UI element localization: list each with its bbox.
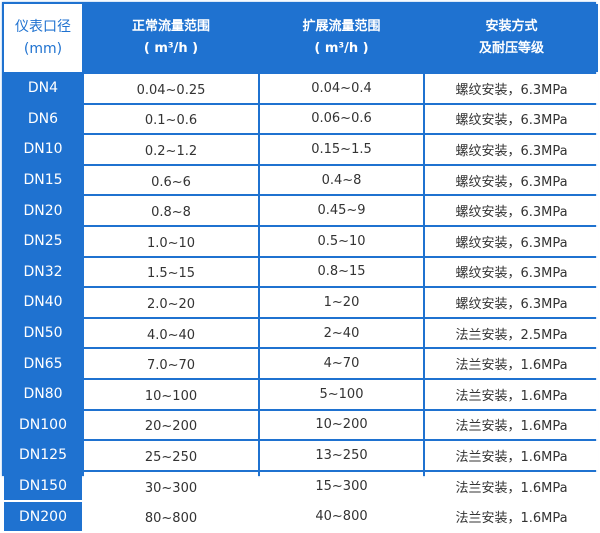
diameter-cell: DN40 <box>4 288 82 317</box>
diameter-cell: DN6 <box>4 104 82 134</box>
header-line: (mm) <box>23 41 63 57</box>
normal-flow-cell: 10~100 <box>84 379 258 409</box>
installation-cell: 法兰安装，1.6MPa <box>425 410 598 440</box>
installation-cell: 法兰安装，1.6MPa <box>425 349 598 378</box>
diameter-cell: DN20 <box>4 196 82 225</box>
diameter-cell: DN4 <box>4 74 82 103</box>
table-row: DN6 0.1~0.6 0.06~0.6 螺纹安装，6.3MPa <box>4 104 598 134</box>
diameter-cell: DN32 <box>4 257 82 287</box>
extended-flow-cell: 0.15~1.5 <box>260 135 423 164</box>
table-row: DN200 80~800 40~800 法兰安装，1.6MPa <box>4 502 598 531</box>
extended-flow-cell: 15~300 <box>260 471 423 501</box>
normal-flow-cell: 1.5~15 <box>84 257 258 287</box>
header-diameter: 仪表口径 (mm) <box>4 4 82 72</box>
installation-cell: 螺纹安装，6.3MPa <box>425 104 598 134</box>
extended-flow-cell: 13~250 <box>260 441 423 470</box>
header-line: 仪表口径 <box>15 19 71 35</box>
installation-cell: 法兰安装，1.6MPa <box>425 441 598 470</box>
diameter-cell: DN25 <box>4 226 82 256</box>
table-row: DN4 0.04~0.25 0.04~0.4 螺纹安装，6.3MPa <box>4 74 598 103</box>
header-line: ( m³/h ) <box>314 41 369 56</box>
normal-flow-cell: 0.04~0.25 <box>84 74 258 103</box>
header-line: ( m³/h ) <box>143 41 199 56</box>
extended-flow-cell: 0.8~15 <box>260 257 423 287</box>
installation-cell: 螺纹安装，6.3MPa <box>425 74 598 103</box>
table-row: DN40 2.0~20 1~20 螺纹安装，6.3MPa <box>4 288 598 317</box>
diameter-cell: DN150 <box>4 471 82 501</box>
extended-flow-cell: 0.45~9 <box>260 196 423 225</box>
normal-flow-cell: 4.0~40 <box>84 318 258 348</box>
normal-flow-cell: 20~200 <box>84 410 258 440</box>
diameter-cell: DN50 <box>4 318 82 348</box>
table-row: DN65 7.0~70 4~70 法兰安装，1.6MPa <box>4 349 598 378</box>
extended-flow-cell: 4~70 <box>260 349 423 378</box>
installation-cell: 法兰安装，1.6MPa <box>425 471 598 501</box>
installation-cell: 螺纹安装，6.3MPa <box>425 165 598 195</box>
diameter-cell: DN100 <box>4 410 82 440</box>
diameter-cell: DN200 <box>4 502 82 531</box>
normal-flow-cell: 80~800 <box>84 502 258 531</box>
normal-flow-cell: 0.2~1.2 <box>84 135 258 164</box>
installation-cell: 螺纹安装，6.3MPa <box>425 196 598 225</box>
extended-flow-cell: 0.06~0.6 <box>260 104 423 134</box>
installation-cell: 法兰安装，1.6MPa <box>425 379 598 409</box>
header-extended-flow: 扩展流量范围 ( m³/h ) <box>260 4 423 72</box>
normal-flow-cell: 0.1~0.6 <box>84 104 258 134</box>
extended-flow-cell: 5~100 <box>260 379 423 409</box>
extended-flow-cell: 0.5~10 <box>260 226 423 256</box>
diameter-cell: DN10 <box>4 135 82 164</box>
table-row: DN80 10~100 5~100 法兰安装，1.6MPa <box>4 379 598 409</box>
header-row: 仪表口径 (mm) 正常流量范围 ( m³/h ) 扩展流量范围 ( m³/h ) 安… <box>4 4 598 72</box>
installation-cell: 螺纹安装，6.3MPa <box>425 257 598 287</box>
diameter-cell: DN125 <box>4 441 82 470</box>
extended-flow-cell: 0.4~8 <box>260 165 423 195</box>
header-installation: 安装方式 及耐压等级 <box>425 4 598 72</box>
table-row: DN25 1.0~10 0.5~10 螺纹安装，6.3MPa <box>4 226 598 256</box>
normal-flow-cell: 0.6~6 <box>84 165 258 195</box>
normal-flow-cell: 25~250 <box>84 441 258 470</box>
table-row: DN32 1.5~15 0.8~15 螺纹安装，6.3MPa <box>4 257 598 287</box>
installation-cell: 螺纹安装，6.3MPa <box>425 288 598 317</box>
installation-cell: 法兰安装，2.5MPa <box>425 318 598 348</box>
table-row: DN15 0.6~6 0.4~8 螺纹安装，6.3MPa <box>4 165 598 195</box>
table-row: DN20 0.8~8 0.45~9 螺纹安装，6.3MPa <box>4 196 598 225</box>
diameter-cell: DN15 <box>4 165 82 195</box>
diameter-cell: DN80 <box>4 379 82 409</box>
header-line: 及耐压等级 <box>478 41 544 56</box>
header-normal-flow: 正常流量范围 ( m³/h ) <box>84 4 258 72</box>
installation-cell: 螺纹安装，6.3MPa <box>425 135 598 164</box>
extended-flow-cell: 0.04~0.4 <box>260 74 423 103</box>
table-row: DN10 0.2~1.2 0.15~1.5 螺纹安装，6.3MPa <box>4 135 598 164</box>
table-row: DN50 4.0~40 2~40 法兰安装，2.5MPa <box>4 318 598 348</box>
normal-flow-cell: 1.0~10 <box>84 226 258 256</box>
installation-cell: 法兰安装，1.6MPa <box>425 502 598 531</box>
normal-flow-cell: 2.0~20 <box>84 288 258 317</box>
header-line: 正常流量范围 <box>131 19 210 34</box>
extended-flow-cell: 1~20 <box>260 288 423 317</box>
normal-flow-cell: 7.0~70 <box>84 349 258 378</box>
installation-cell: 螺纹安装，6.3MPa <box>425 226 598 256</box>
header-line: 扩展流量范围 <box>302 19 381 34</box>
extended-flow-cell: 2~40 <box>260 318 423 348</box>
normal-flow-cell: 30~300 <box>84 471 258 501</box>
table-row: DN100 20~200 10~200 法兰安装，1.6MPa <box>4 410 598 440</box>
extended-flow-cell: 40~800 <box>260 502 423 531</box>
header-line: 安装方式 <box>485 19 538 34</box>
table-row: DN150 30~300 15~300 法兰安装，1.6MPa <box>4 471 598 501</box>
diameter-cell: DN65 <box>4 349 82 378</box>
normal-flow-cell: 0.8~8 <box>84 196 258 225</box>
extended-flow-cell: 10~200 <box>260 410 423 440</box>
table-row: DN125 25~250 13~250 法兰安装，1.6MPa <box>4 441 598 470</box>
